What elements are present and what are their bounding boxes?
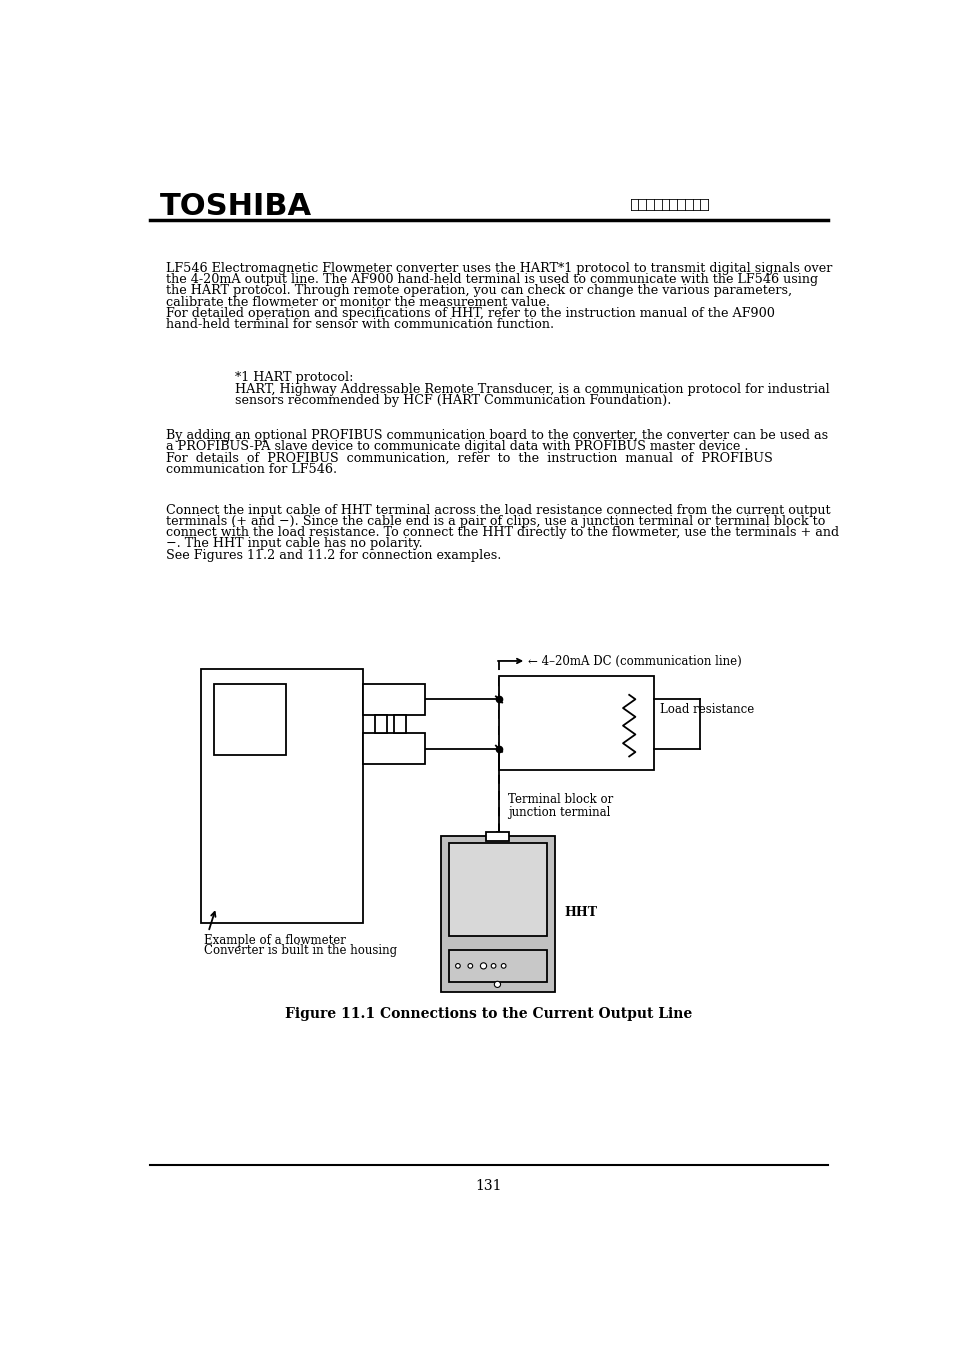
Circle shape: [468, 964, 472, 968]
Text: For  details  of  PROFIBUS  communication,  refer  to  the  instruction  manual : For details of PROFIBUS communication, r…: [166, 451, 772, 464]
Text: Converter is built in the housing: Converter is built in the housing: [204, 944, 397, 957]
Text: sensors recommended by HCF (HART Communication Foundation).: sensors recommended by HCF (HART Communi…: [235, 394, 671, 406]
Text: For detailed operation and specifications of HHT, refer to the instruction manua: For detailed operation and specification…: [166, 306, 774, 320]
Bar: [213, 684, 286, 755]
Circle shape: [456, 964, 459, 968]
Text: Terminal block or: Terminal block or: [508, 794, 613, 806]
Text: See Figures 11.2 and 11.2 for connection examples.: See Figures 11.2 and 11.2 for connection…: [166, 548, 500, 562]
Text: calibrate the flowmeter or monitor the measurement value.: calibrate the flowmeter or monitor the m…: [166, 296, 549, 309]
Text: −. The HHT input cable has no polarity.: −. The HHT input cable has no polarity.: [166, 537, 422, 551]
Bar: [200, 668, 363, 923]
Text: terminals (+ and −). Since the cable end is a pair of clips, use a junction term: terminals (+ and −). Since the cable end…: [166, 516, 824, 528]
Bar: [375, 716, 386, 733]
Text: Connect the input cable of HHT terminal across the load resistance connected fro: Connect the input cable of HHT terminal …: [166, 504, 829, 517]
Bar: [440, 836, 555, 992]
Text: ← 4–20mA DC (communication line): ← 4–20mA DC (communication line): [528, 655, 741, 667]
Circle shape: [480, 963, 486, 969]
Text: Load resistance: Load resistance: [659, 703, 754, 717]
Circle shape: [494, 981, 500, 987]
Bar: [448, 949, 546, 981]
Text: hand-held terminal for sensor with communication function.: hand-held terminal for sensor with commu…: [166, 319, 554, 331]
Text: LF546 Electromagnetic Flowmeter converter uses the HART*1 protocol to transmit d: LF546 Electromagnetic Flowmeter converte…: [166, 262, 831, 275]
Bar: [448, 844, 546, 936]
Text: communication for LF546.: communication for LF546.: [166, 463, 336, 475]
Bar: [498, 676, 654, 771]
Text: By adding an optional PROFIBUS communication board to the converter, the convert: By adding an optional PROFIBUS communica…: [166, 429, 827, 443]
Text: HART, Highway Addressable Remote Transducer, is a communication protocol for ind: HART, Highway Addressable Remote Transdu…: [235, 382, 829, 396]
Text: a PROFIBUS-PA slave device to communicate digital data with PROFIBUS master devi: a PROFIBUS-PA slave device to communicat…: [166, 440, 747, 454]
Bar: [363, 733, 425, 764]
Circle shape: [491, 964, 496, 968]
Text: the HART protocol. Through remote operation, you can check or change the various: the HART protocol. Through remote operat…: [166, 285, 791, 297]
Text: Example of a flowmeter: Example of a flowmeter: [204, 934, 346, 946]
Bar: [394, 716, 406, 733]
Text: junction terminal: junction terminal: [508, 806, 610, 818]
Text: Figure 11.1 Connections to the Current Output Line: Figure 11.1 Connections to the Current O…: [285, 1007, 692, 1022]
Text: *1 HART protocol:: *1 HART protocol:: [235, 371, 354, 385]
Circle shape: [500, 964, 505, 968]
Text: TOSHIBA: TOSHIBA: [159, 192, 312, 221]
Text: connect with the load resistance. To connect the HHT directly to the flowmeter, : connect with the load resistance. To con…: [166, 526, 838, 539]
Text: HHT: HHT: [563, 906, 597, 919]
Text: the 4-20mA output line. The AF900 hand-held terminal is used to communicate with: the 4-20mA output line. The AF900 hand-h…: [166, 273, 817, 286]
Bar: [363, 684, 425, 716]
Text: 131: 131: [476, 1179, 501, 1193]
Bar: [485, 832, 509, 841]
